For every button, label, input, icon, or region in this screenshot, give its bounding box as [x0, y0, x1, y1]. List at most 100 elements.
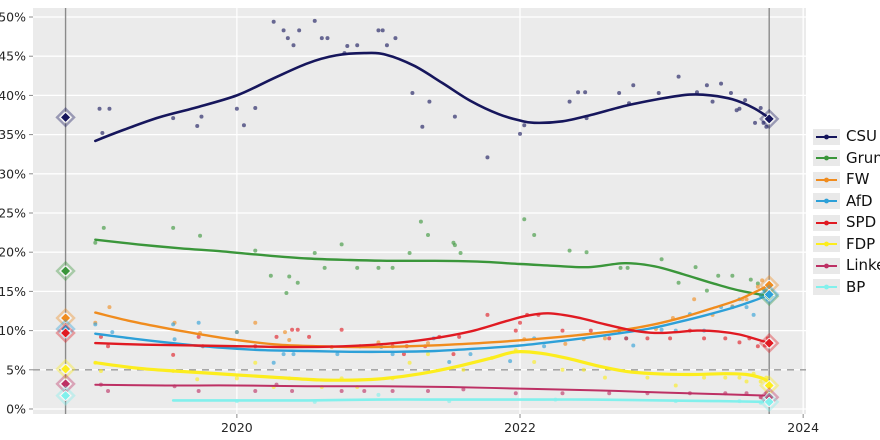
legend: CSU Grune FW AfD SPD FDP Linke BP [813, 126, 880, 298]
y-tick-label: 10% [0, 323, 26, 338]
csu-poll-dot [100, 131, 105, 136]
linke-poll-dot [106, 388, 111, 393]
spd-poll-dot [295, 327, 300, 332]
fdp-poll-dot [195, 377, 200, 382]
fdp-poll-dot [234, 376, 239, 381]
csu-poll-dot [384, 43, 389, 48]
fw-poll-dot [253, 320, 258, 325]
grune-election-marker-halo [758, 285, 780, 307]
legend-item-csu: CSU [813, 126, 880, 148]
grune-poll-dot [659, 257, 664, 262]
fdp-poll-dot [98, 368, 103, 373]
fdp-poll-dot [532, 359, 537, 364]
csu-trend-line [94, 51, 771, 143]
legend-key-csu-icon [813, 128, 840, 145]
afd-trend-line [94, 293, 771, 354]
grune-election-marker-halo [55, 260, 76, 282]
linke-poll-dot [339, 388, 344, 393]
spd-poll-dot [290, 327, 295, 332]
linke-poll-dot [390, 388, 395, 393]
legend-key-fw-icon [813, 171, 840, 188]
grune-poll-dot [93, 240, 98, 245]
csu-poll-dot [522, 123, 527, 128]
grune-trend-line [94, 238, 771, 298]
grune-poll-dot [101, 225, 106, 230]
fw-poll-dot [760, 278, 765, 283]
afd-poll-dot [171, 322, 176, 327]
fdp-poll-dot [645, 375, 650, 380]
fdp-election-marker [763, 379, 775, 391]
spd-poll-dot [723, 336, 728, 341]
csu-poll-dot [758, 105, 763, 110]
fw-poll-dot [755, 284, 760, 289]
bp-election-marker [763, 396, 775, 408]
fdp-poll-dot [602, 375, 607, 380]
linke-poll-dot [425, 388, 430, 393]
afd-poll-dot [93, 322, 98, 327]
csu-poll-dot [427, 99, 432, 104]
csu-poll-dot [234, 106, 239, 111]
grune-poll-dot [625, 265, 630, 270]
csu-poll-dot [325, 36, 330, 41]
grune-poll-dot [171, 225, 176, 230]
legend-label-grune: Grune [846, 148, 880, 167]
legend-item-bp: BP [813, 277, 880, 299]
linke-poll-dot [196, 388, 201, 393]
linke-poll-dot [607, 391, 612, 396]
grune-poll-dot [748, 277, 753, 282]
y-tick-label: 35% [0, 127, 26, 142]
legend-label-fw: FW [846, 170, 870, 189]
y-tick-label: 5% [6, 362, 26, 377]
grune-poll-dot [418, 219, 423, 224]
legend-item-linke: Linke [813, 255, 880, 277]
afd-poll-dot [390, 352, 395, 357]
spd-poll-dot [106, 344, 111, 349]
bp-election-marker-halo [55, 385, 76, 406]
csu-poll-dot [319, 36, 324, 41]
fw-poll-dot [283, 330, 288, 335]
csu-poll-dot [410, 91, 415, 96]
fw-poll-dot [107, 305, 112, 310]
spd-trend-line [94, 312, 771, 349]
grune-poll-dot [522, 217, 527, 222]
legend-key-afd-icon [813, 193, 840, 210]
afd-poll-dot [468, 352, 473, 357]
linke-poll-dot [290, 388, 295, 393]
spd-poll-dot [457, 334, 462, 339]
fdp-poll-dot [744, 379, 749, 384]
csu-poll-dot [656, 91, 661, 96]
csu-poll-dot [297, 28, 302, 33]
csu-poll-dot [241, 123, 246, 128]
fdp-poll-dot [737, 375, 742, 380]
grune-poll-dot [322, 265, 327, 270]
csu-poll-dot [764, 124, 769, 129]
grune-poll-dot [284, 290, 289, 295]
linke-poll-dot [253, 388, 258, 393]
csu-poll-dot [420, 124, 425, 129]
spd-poll-dot [196, 334, 201, 339]
fdp-election-marker-halo [55, 358, 76, 380]
grune-poll-dot [567, 248, 572, 253]
legend-key-grune-icon [813, 150, 840, 167]
fdp-election-marker [60, 363, 72, 375]
linke-poll-dot [513, 391, 518, 396]
grune-poll-dot [693, 265, 698, 270]
csu-poll-dot [676, 74, 681, 79]
spd-poll-dot [624, 336, 629, 341]
csu-poll-dot [567, 99, 572, 104]
spd-poll-dot [737, 340, 742, 345]
csu-poll-dot [728, 91, 733, 96]
linke-poll-dot [461, 387, 466, 392]
spd-election-marker [60, 327, 72, 339]
grune-poll-dot [452, 243, 457, 248]
spd-poll-dot [98, 334, 103, 339]
y-tick-label: 40% [0, 88, 26, 103]
csu-poll-dot [281, 28, 286, 33]
y-tick-label: 25% [0, 205, 26, 220]
afd-poll-dot [659, 327, 664, 332]
csu-election-marker-halo [758, 108, 780, 130]
spd-poll-dot [513, 328, 518, 333]
grune-poll-dot [339, 242, 344, 247]
